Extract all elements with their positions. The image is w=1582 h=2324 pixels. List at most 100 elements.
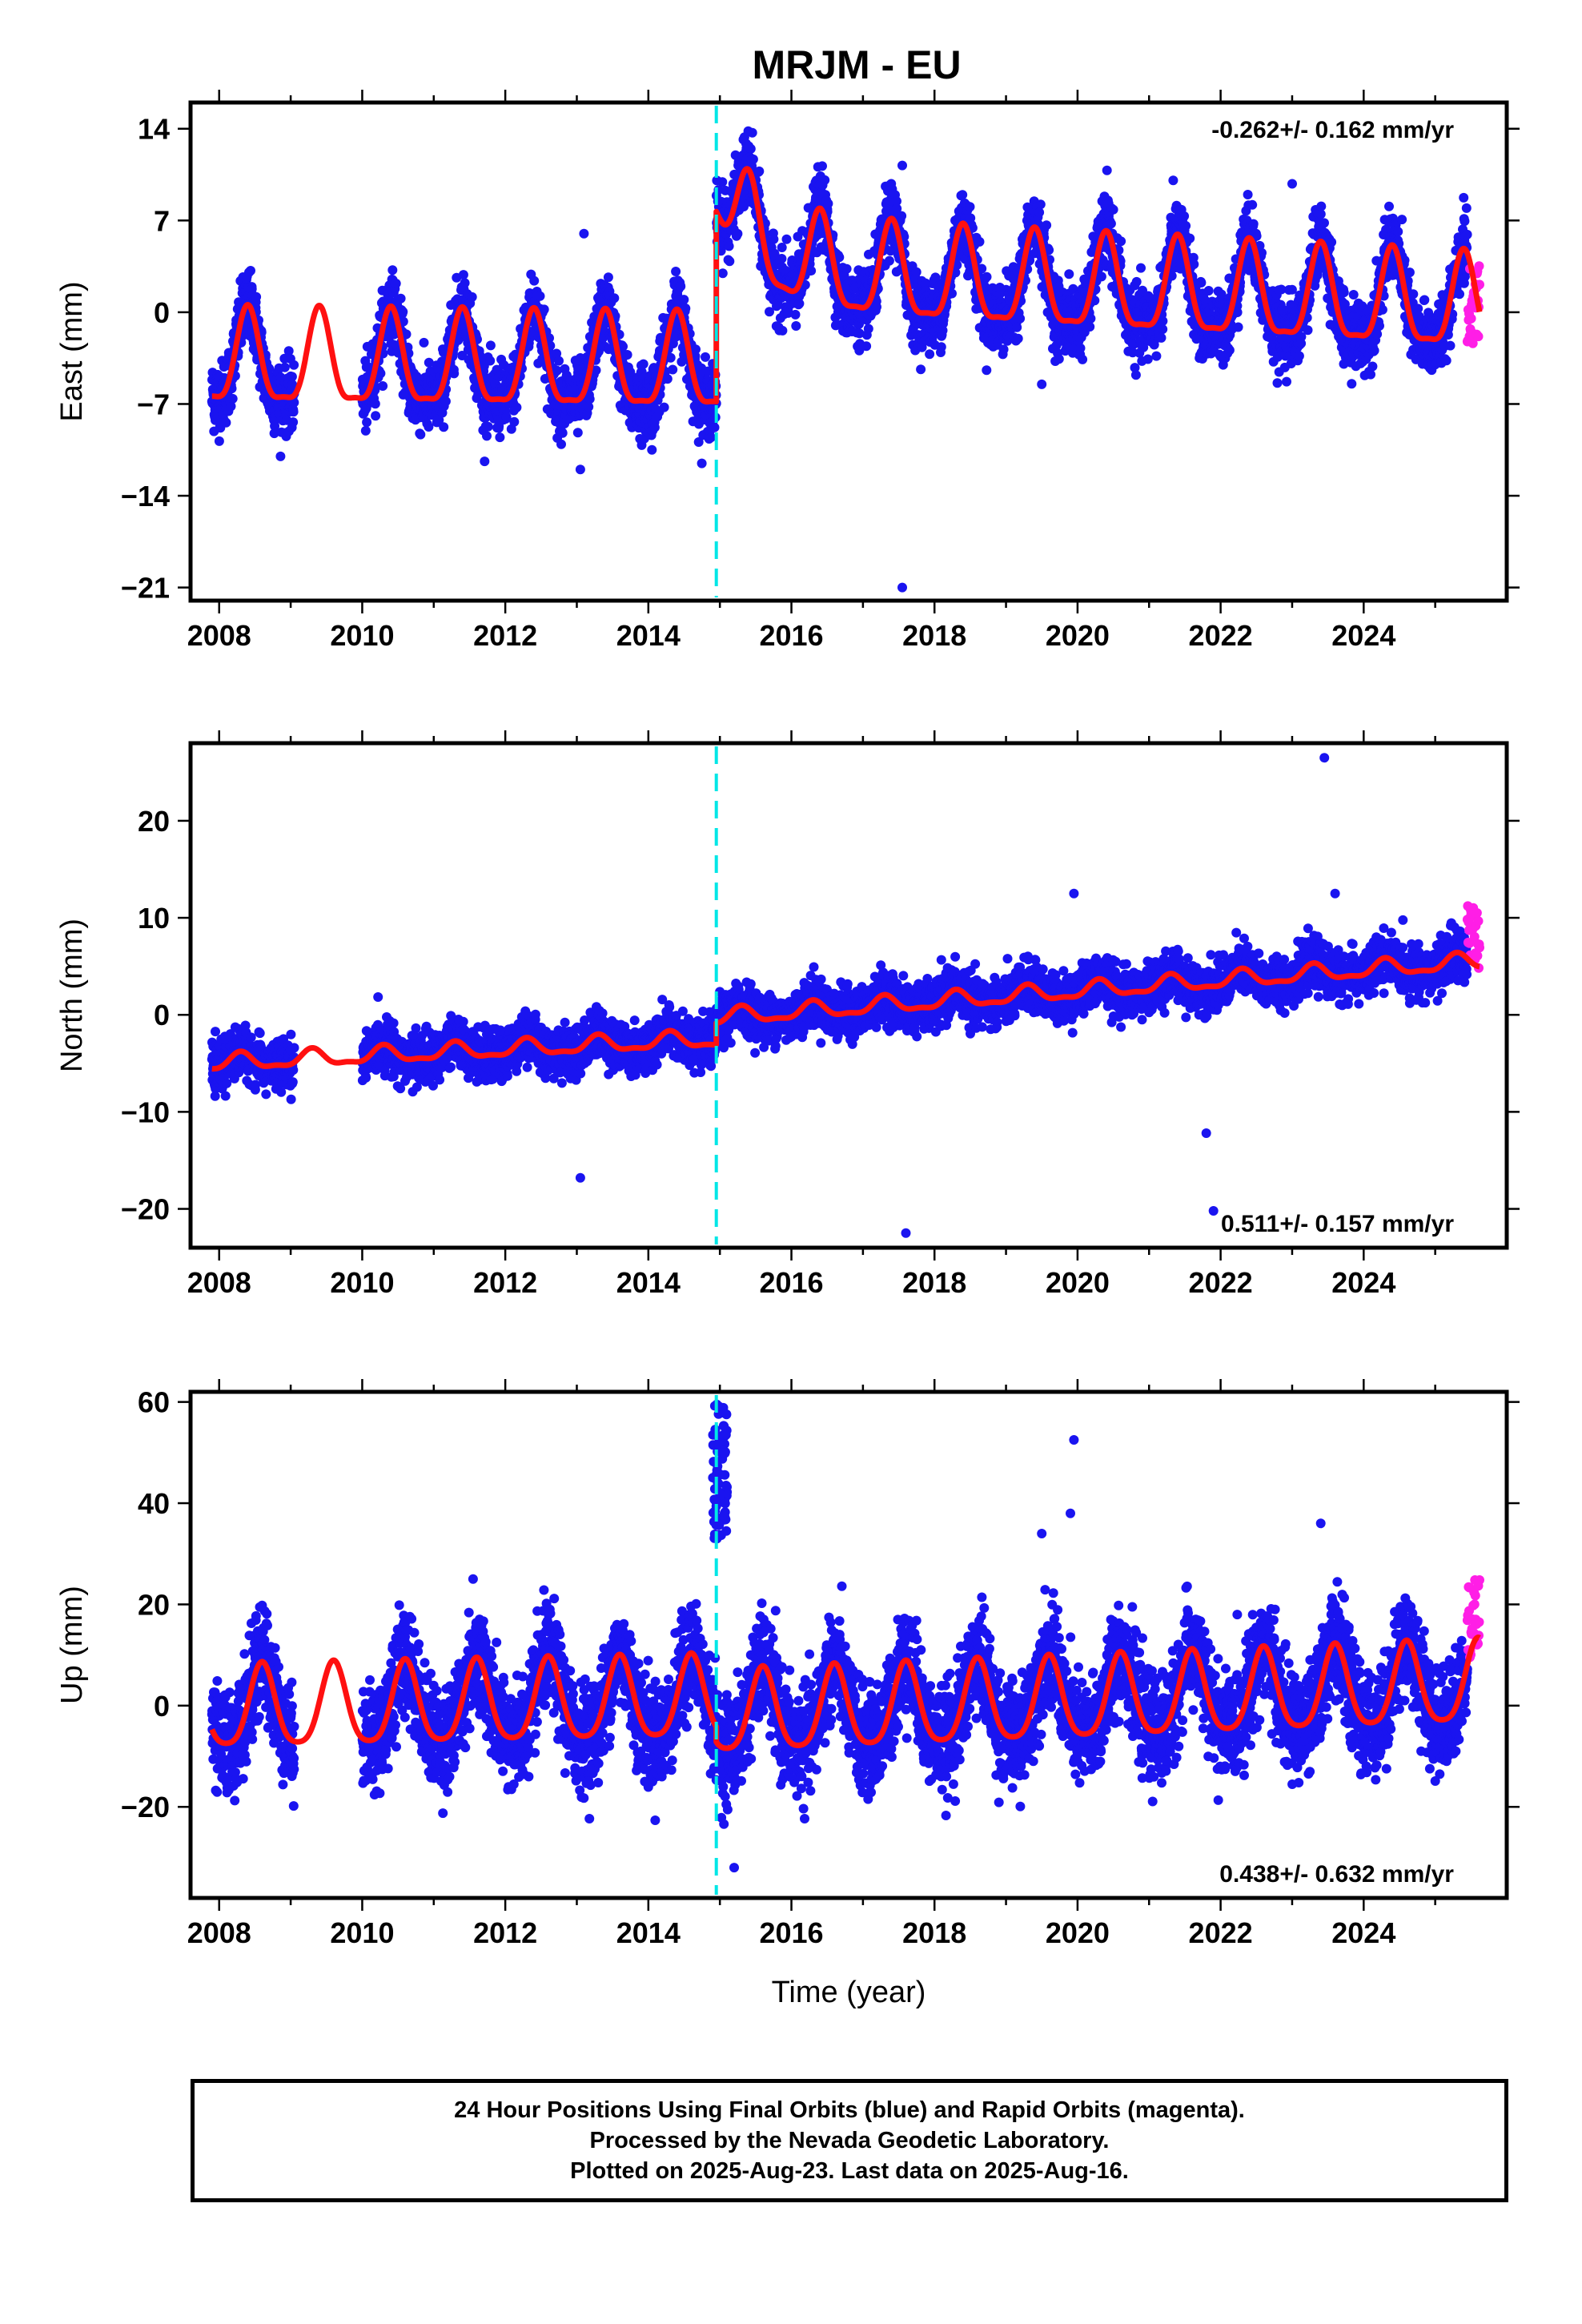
position-point [275, 451, 286, 461]
position-point [289, 360, 299, 370]
position-point [458, 270, 468, 280]
position-point [1233, 322, 1243, 332]
position-point [911, 267, 921, 277]
position-point [745, 143, 756, 154]
position-point [638, 359, 648, 369]
position-point [1064, 269, 1074, 279]
position-point [974, 236, 985, 247]
position-point [817, 161, 827, 171]
position-point [916, 364, 926, 375]
position-point [434, 415, 444, 425]
position-point [925, 349, 935, 360]
position-point [371, 411, 381, 421]
position-point [1185, 233, 1195, 243]
position-point [982, 365, 992, 376]
position-point [982, 271, 992, 282]
position-point [965, 202, 975, 212]
position-point [288, 417, 299, 428]
position-point [360, 425, 371, 436]
position-point [659, 402, 669, 412]
position-point [460, 278, 470, 288]
position-point [1224, 345, 1235, 356]
position-point [279, 362, 290, 372]
position-point [747, 127, 757, 138]
position-point [649, 422, 660, 432]
position-point [1158, 316, 1168, 326]
position-point [777, 325, 788, 336]
position-point [424, 422, 434, 432]
position-point [419, 337, 429, 348]
position-point [1196, 278, 1207, 287]
position-point [1085, 322, 1095, 332]
position-point [1247, 199, 1258, 210]
position-point [872, 302, 881, 312]
position-point [1102, 165, 1112, 175]
position-point [1042, 220, 1052, 231]
position-point [1181, 221, 1191, 231]
position-point [668, 364, 678, 375]
position-point [691, 344, 701, 355]
position-point [717, 268, 728, 279]
position-point [748, 154, 758, 164]
position-point [622, 350, 632, 360]
position-point [1086, 313, 1096, 324]
position-point [861, 341, 872, 352]
position-point [467, 292, 477, 302]
position-point [1158, 324, 1168, 335]
position-point [781, 234, 792, 244]
chart-title: MRJM - EU [752, 42, 961, 87]
position-point [823, 199, 833, 209]
position-point [794, 299, 805, 309]
position-point [246, 266, 255, 275]
position-point [440, 396, 451, 407]
position-point [1151, 351, 1162, 361]
position-point [603, 272, 613, 283]
position-point [396, 293, 406, 304]
position-point [936, 342, 946, 352]
position-point [227, 393, 238, 404]
position-point [1035, 199, 1046, 210]
position-point [884, 255, 894, 266]
position-point [725, 256, 735, 267]
position-point [820, 175, 830, 185]
position-point [449, 368, 460, 379]
position-point [401, 329, 412, 340]
position-point [288, 407, 299, 417]
position-point [863, 324, 873, 334]
position-point [1096, 271, 1106, 282]
position-point [554, 356, 564, 366]
position-point [717, 177, 728, 187]
position-point [483, 421, 493, 432]
position-point [375, 368, 386, 379]
position-point [362, 417, 372, 428]
position-point [539, 304, 549, 315]
position-point [557, 428, 568, 438]
position-point [1034, 207, 1045, 218]
position-point [370, 399, 380, 409]
position-point [1075, 343, 1086, 353]
position-point [841, 263, 852, 274]
position-point [1168, 175, 1178, 186]
position-point [1136, 263, 1146, 273]
position-point [790, 309, 801, 320]
position-point [958, 190, 968, 200]
position-point [706, 432, 717, 443]
position-point [724, 241, 734, 251]
position-point [777, 243, 787, 252]
position-point [998, 344, 1009, 355]
position-point [1013, 333, 1023, 344]
position-point [897, 211, 907, 221]
position-point [509, 416, 520, 427]
position-point [482, 431, 492, 441]
position-point [289, 397, 299, 408]
position-point [697, 458, 707, 468]
position-point [251, 292, 262, 302]
position-point [1116, 236, 1126, 247]
position-point [1142, 354, 1153, 364]
position-point [1203, 286, 1214, 296]
position-point [769, 234, 779, 244]
position-point [679, 295, 689, 305]
east-panel: 2008 2010 2012 2014 2016 2018 2020 2022 20241470… [55, 90, 1520, 652]
position-point [777, 254, 787, 263]
position-point [501, 412, 512, 422]
